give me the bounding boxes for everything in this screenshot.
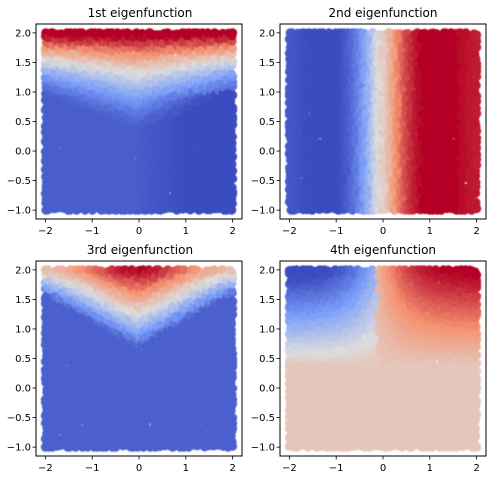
y-tick-label: 0.0	[259, 147, 275, 158]
x-tick-label: 0	[380, 226, 386, 237]
x-tick-label: 0	[136, 226, 142, 237]
y-tick-label: −0.5	[251, 176, 275, 187]
panel-3-points	[40, 265, 238, 452]
scatter-point	[472, 30, 482, 40]
panel-3: 3rd eigenfunction −2 −1 0 1 2−1.0−0.50.00.51…	[7, 243, 243, 474]
x-tick-label: 1	[427, 226, 433, 237]
y-tick-label: 0.5	[259, 117, 275, 128]
y-tick-label: 1.0	[259, 87, 275, 98]
y-tick-label: 0.0	[15, 147, 31, 158]
panel-1-points	[40, 28, 238, 215]
panel-2-points	[284, 28, 482, 215]
y-tick-label: −0.5	[7, 176, 31, 187]
y-tick-label: −1.0	[251, 206, 275, 217]
y-tick-label: 1.0	[15, 87, 31, 98]
x-tick-label: 2	[473, 226, 479, 237]
x-tick-label: 2	[229, 226, 235, 237]
x-tick-label: −1	[329, 226, 344, 237]
x-tick-label: −1	[85, 226, 100, 237]
y-tick-label: 2.0	[259, 28, 275, 39]
scatter-point	[77, 28, 87, 38]
y-tick-label: 2.0	[15, 28, 31, 39]
scatter-point	[226, 69, 236, 79]
y-tick-label: 1.5	[15, 58, 31, 69]
scatter-point	[47, 172, 58, 182]
x-tick-label: −2	[38, 226, 53, 237]
x-tick-label: 1	[183, 226, 189, 237]
scatter-point	[51, 93, 62, 103]
panel-1-title: 1st eigenfunction	[88, 6, 193, 20]
panel-2: 2nd eigenfunction −2 −1 0 1 2 −1.0 −0.5 0.0 0.5 1…	[251, 6, 487, 237]
panel-1: 1st eigenfunction −2 −1 0 1 2 −1.0 −0.5 0.0 0.5 1…	[7, 6, 243, 237]
scatter-point	[227, 183, 237, 193]
scatter-point	[471, 197, 481, 207]
y-tick-label: 1.5	[259, 58, 275, 69]
x-tick-label: −2	[282, 226, 297, 237]
y-tick-label: −1.0	[7, 206, 31, 217]
y-tick-label: 0.5	[15, 117, 31, 128]
panel-2-title: 2nd eigenfunction	[328, 6, 437, 20]
panel-3-title: 3rd eigenfunction	[87, 243, 193, 257]
scatter-point	[228, 28, 238, 38]
